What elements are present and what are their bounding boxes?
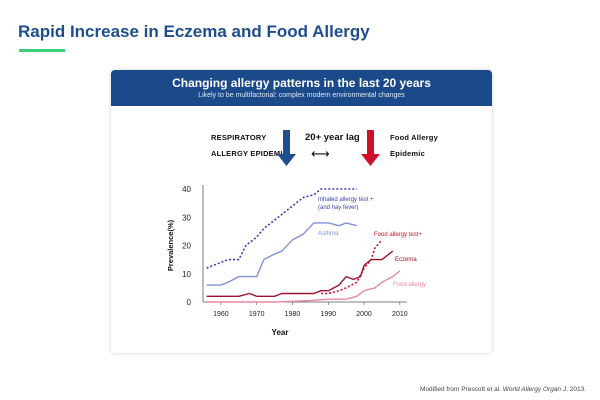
card-title: Changing allergy patterns in the last 20… <box>172 76 431 90</box>
y-tick-label: 40 <box>182 185 191 194</box>
respiratory-label-line1: RESPIRATORY <box>211 133 267 142</box>
series-line-inhaled-allergy-test-and-hay-fever <box>206 188 357 269</box>
series-label-eczema: Eczema <box>395 257 417 263</box>
series-label-inhaled-allergy-test-and-hay-fever-line1: Inhaled allergy test + <box>318 197 374 203</box>
blue-down-arrow-icon <box>277 130 296 166</box>
double-arrow-icon: ⟷ <box>311 146 330 161</box>
x-tick-label: 2000 <box>356 311 372 318</box>
series-label-inhaled-allergy-test-and-hay-fever-line2: (and hay fever) <box>318 205 358 211</box>
y-tick-label: 0 <box>187 298 192 307</box>
chart-series-labels: Inhaled allergy test + (and hay fever) Ast… <box>318 197 426 288</box>
title-underline <box>19 49 65 52</box>
series-label-food-allergy: Food allergy <box>393 282 426 288</box>
slide-title: Rapid Increase in Eczema and Food Allerg… <box>18 22 370 41</box>
x-tick-label: 1970 <box>249 311 265 318</box>
source-note: Modified from Prescott et al. World Alle… <box>420 386 586 393</box>
red-down-arrow-icon <box>361 130 380 166</box>
x-axis-label: Year <box>272 328 289 337</box>
series-line-food-allergy-test <box>321 239 383 295</box>
x-tick-label: 1980 <box>285 311 301 318</box>
chart-card: Changing allergy patterns in the last 20… <box>111 70 492 353</box>
y-tick-label: 10 <box>182 270 191 279</box>
x-tick-label: 1960 <box>213 311 229 318</box>
x-tick-label: 1990 <box>320 311 336 318</box>
series-line-asthma <box>206 222 358 286</box>
card-header: Changing allergy patterns in the last 20… <box>111 70 492 106</box>
series-line-eczema <box>206 250 394 298</box>
y-tick-label: 20 <box>182 242 191 251</box>
food-allergy-epidemic-line1: Food Allergy <box>390 133 438 142</box>
y-axis-label: Prevalence(%) <box>166 219 175 271</box>
y-tick-label: 30 <box>182 213 191 222</box>
series-line-food-allergy <box>206 270 401 303</box>
card-subtitle: Likely to be multifactorial: complex mod… <box>198 92 405 99</box>
respiratory-label: RESPIRATORY ALLERGY EPIDEMIC <box>211 130 288 162</box>
series-label-asthma: Asthma <box>318 231 339 237</box>
source-prefix: Modified from Prescott et al. <box>420 386 503 393</box>
series-label-food-allergy-test: Food allergy test+ <box>374 232 422 238</box>
food-allergy-epidemic-line2: Epidemic <box>390 149 425 158</box>
chart-series <box>206 188 401 303</box>
respiratory-label-line2: ALLERGY EPIDEMIC <box>211 149 289 158</box>
x-tick-label: 2010 <box>392 311 408 318</box>
chart-svg: 0 10 20 30 40 1960 1970 1980 1990 2000 2010 Year Pre… <box>166 130 426 337</box>
chart-axes: 0 10 20 30 40 1960 1970 1980 1990 2000 2010 Year Pre… <box>166 185 408 337</box>
source-suffix: . 2013. <box>566 386 586 393</box>
lag-label: 20+ year lag <box>305 132 360 143</box>
source-journal: World Allergy Organ J <box>502 386 567 393</box>
food-allergy-epidemic-label: Food Allergy Epidemic <box>390 130 438 162</box>
